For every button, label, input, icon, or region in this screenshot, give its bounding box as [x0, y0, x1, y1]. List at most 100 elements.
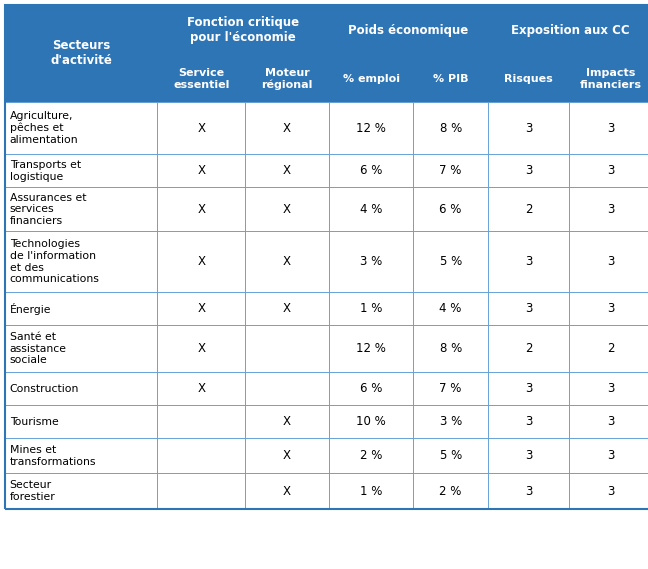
Text: 2: 2: [525, 203, 532, 216]
Text: 1 %: 1 %: [360, 303, 382, 315]
Text: 8 %: 8 %: [439, 343, 462, 355]
Text: Fonction critique
pour l'économie: Fonction critique pour l'économie: [187, 17, 299, 44]
Text: 3: 3: [525, 164, 532, 177]
Text: Technologies
de l'information
et des
communications: Technologies de l'information et des com…: [10, 240, 100, 284]
Bar: [329, 56, 413, 102]
Text: X: X: [283, 164, 291, 177]
Text: 3: 3: [607, 203, 615, 216]
Text: 3: 3: [607, 122, 615, 134]
Text: 3: 3: [607, 164, 615, 177]
Bar: [245, 56, 329, 102]
Bar: [413, 187, 488, 231]
Text: 3: 3: [607, 450, 615, 462]
Text: % emploi: % emploi: [343, 74, 400, 84]
Bar: [245, 292, 329, 325]
Text: 5 %: 5 %: [439, 450, 462, 462]
Text: Secteur
forestier: Secteur forestier: [10, 480, 56, 502]
Bar: [5, 438, 157, 473]
Bar: [569, 405, 648, 438]
Bar: [245, 154, 329, 187]
Text: 6 %: 6 %: [360, 164, 382, 177]
Bar: [5, 325, 157, 372]
Bar: [157, 5, 329, 56]
Text: 8 %: 8 %: [439, 122, 462, 134]
Bar: [329, 438, 413, 473]
Bar: [157, 438, 245, 473]
Bar: [488, 102, 569, 154]
Bar: [157, 325, 245, 372]
Bar: [569, 154, 648, 187]
Text: 3: 3: [525, 122, 532, 134]
Text: Construction: Construction: [10, 384, 79, 394]
Bar: [413, 154, 488, 187]
Bar: [329, 102, 413, 154]
Bar: [5, 187, 157, 231]
Text: X: X: [197, 164, 205, 177]
Text: X: X: [197, 122, 205, 134]
Text: 3: 3: [525, 255, 532, 268]
Text: X: X: [197, 343, 205, 355]
Bar: [488, 405, 569, 438]
Bar: [157, 102, 245, 154]
Bar: [329, 405, 413, 438]
Bar: [5, 292, 157, 325]
Text: 2: 2: [525, 343, 532, 355]
Bar: [413, 473, 488, 509]
Text: 6 %: 6 %: [439, 203, 462, 216]
Bar: [329, 154, 413, 187]
Text: 3: 3: [525, 303, 532, 315]
Text: Moteur
régional: Moteur régional: [261, 68, 313, 90]
Text: X: X: [283, 485, 291, 497]
Bar: [488, 5, 648, 56]
Bar: [5, 5, 157, 102]
Text: 5 %: 5 %: [439, 255, 462, 268]
Text: Secteurs
d'activité: Secteurs d'activité: [51, 39, 112, 67]
Bar: [157, 231, 245, 292]
Bar: [245, 102, 329, 154]
Bar: [488, 372, 569, 405]
Bar: [569, 473, 648, 509]
Text: Santé et
assistance
sociale: Santé et assistance sociale: [10, 332, 67, 365]
Bar: [245, 231, 329, 292]
Bar: [488, 325, 569, 372]
Text: 2 %: 2 %: [439, 485, 462, 497]
Bar: [329, 372, 413, 405]
Bar: [413, 325, 488, 372]
Text: 2: 2: [607, 343, 615, 355]
Bar: [413, 56, 488, 102]
Text: 6 %: 6 %: [360, 382, 382, 395]
Bar: [329, 187, 413, 231]
Bar: [488, 56, 569, 102]
Text: X: X: [283, 255, 291, 268]
Text: 3: 3: [607, 485, 615, 497]
Bar: [245, 187, 329, 231]
Text: 10 %: 10 %: [356, 415, 386, 428]
Text: 2 %: 2 %: [360, 450, 382, 462]
Bar: [413, 405, 488, 438]
Text: X: X: [283, 122, 291, 134]
Bar: [329, 473, 413, 509]
Bar: [413, 292, 488, 325]
Bar: [245, 473, 329, 509]
Text: 12 %: 12 %: [356, 343, 386, 355]
Text: X: X: [283, 450, 291, 462]
Bar: [569, 102, 648, 154]
Text: X: X: [197, 382, 205, 395]
Bar: [5, 154, 157, 187]
Text: 12 %: 12 %: [356, 122, 386, 134]
Bar: [5, 473, 157, 509]
Bar: [569, 292, 648, 325]
Text: 7 %: 7 %: [439, 382, 462, 395]
Text: Impacts
financiers: Impacts financiers: [580, 68, 642, 90]
Text: Tourisme: Tourisme: [10, 417, 58, 427]
Bar: [488, 154, 569, 187]
Bar: [245, 405, 329, 438]
Text: Énergie: Énergie: [10, 303, 51, 315]
Bar: [157, 372, 245, 405]
Text: X: X: [283, 415, 291, 428]
Bar: [245, 372, 329, 405]
Text: 3: 3: [607, 255, 615, 268]
Text: 4 %: 4 %: [439, 303, 462, 315]
Bar: [569, 231, 648, 292]
Text: X: X: [197, 255, 205, 268]
